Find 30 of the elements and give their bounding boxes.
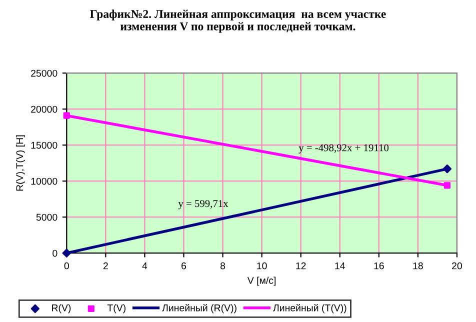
chart-title: График№2. Линейная аппроксимация на всем участке изменения V по первой и последней точкам. xyxy=(90,10,386,33)
point xyxy=(442,164,452,174)
legend-label: T(V) xyxy=(107,304,126,314)
x-tick-label: 0 xyxy=(64,262,69,270)
point xyxy=(63,112,70,119)
y-axis-title: R(V),T(V) [H] xyxy=(16,135,26,191)
x-tick-label: 14 xyxy=(335,262,345,270)
x-tick-label: 20 xyxy=(452,262,462,270)
x-tick-label: 16 xyxy=(374,262,384,270)
legend-label: R(V) xyxy=(52,304,71,314)
annotation: y = 599,71x xyxy=(178,200,228,210)
x-tick-label: 2 xyxy=(103,262,108,270)
y-tick-label: 0 xyxy=(52,250,58,257)
legend-label: Линейный (T(V)) xyxy=(273,304,346,314)
point xyxy=(62,248,72,258)
x-tick-label: 8 xyxy=(220,262,226,270)
legend-label: Линейный (R(V)) xyxy=(162,304,236,314)
y-tick-label: 5000 xyxy=(36,214,58,221)
x-tick-label: 12 xyxy=(296,262,306,270)
x-tick-label: 18 xyxy=(413,262,423,270)
x-tick-label: 4 xyxy=(142,262,148,270)
x-tick-label: 10 xyxy=(257,262,267,270)
x-tick-label: 6 xyxy=(182,262,186,270)
y-tick-label: 10000 xyxy=(31,178,58,185)
y-tick-label: 15000 xyxy=(31,142,58,149)
x-axis-title: V [м/с] xyxy=(247,276,276,286)
annotation: y = -498,92x + 19110 xyxy=(298,144,389,154)
point xyxy=(444,182,450,189)
y-tick-label: 20000 xyxy=(31,106,58,113)
y-tick-label: 25000 xyxy=(31,70,58,77)
